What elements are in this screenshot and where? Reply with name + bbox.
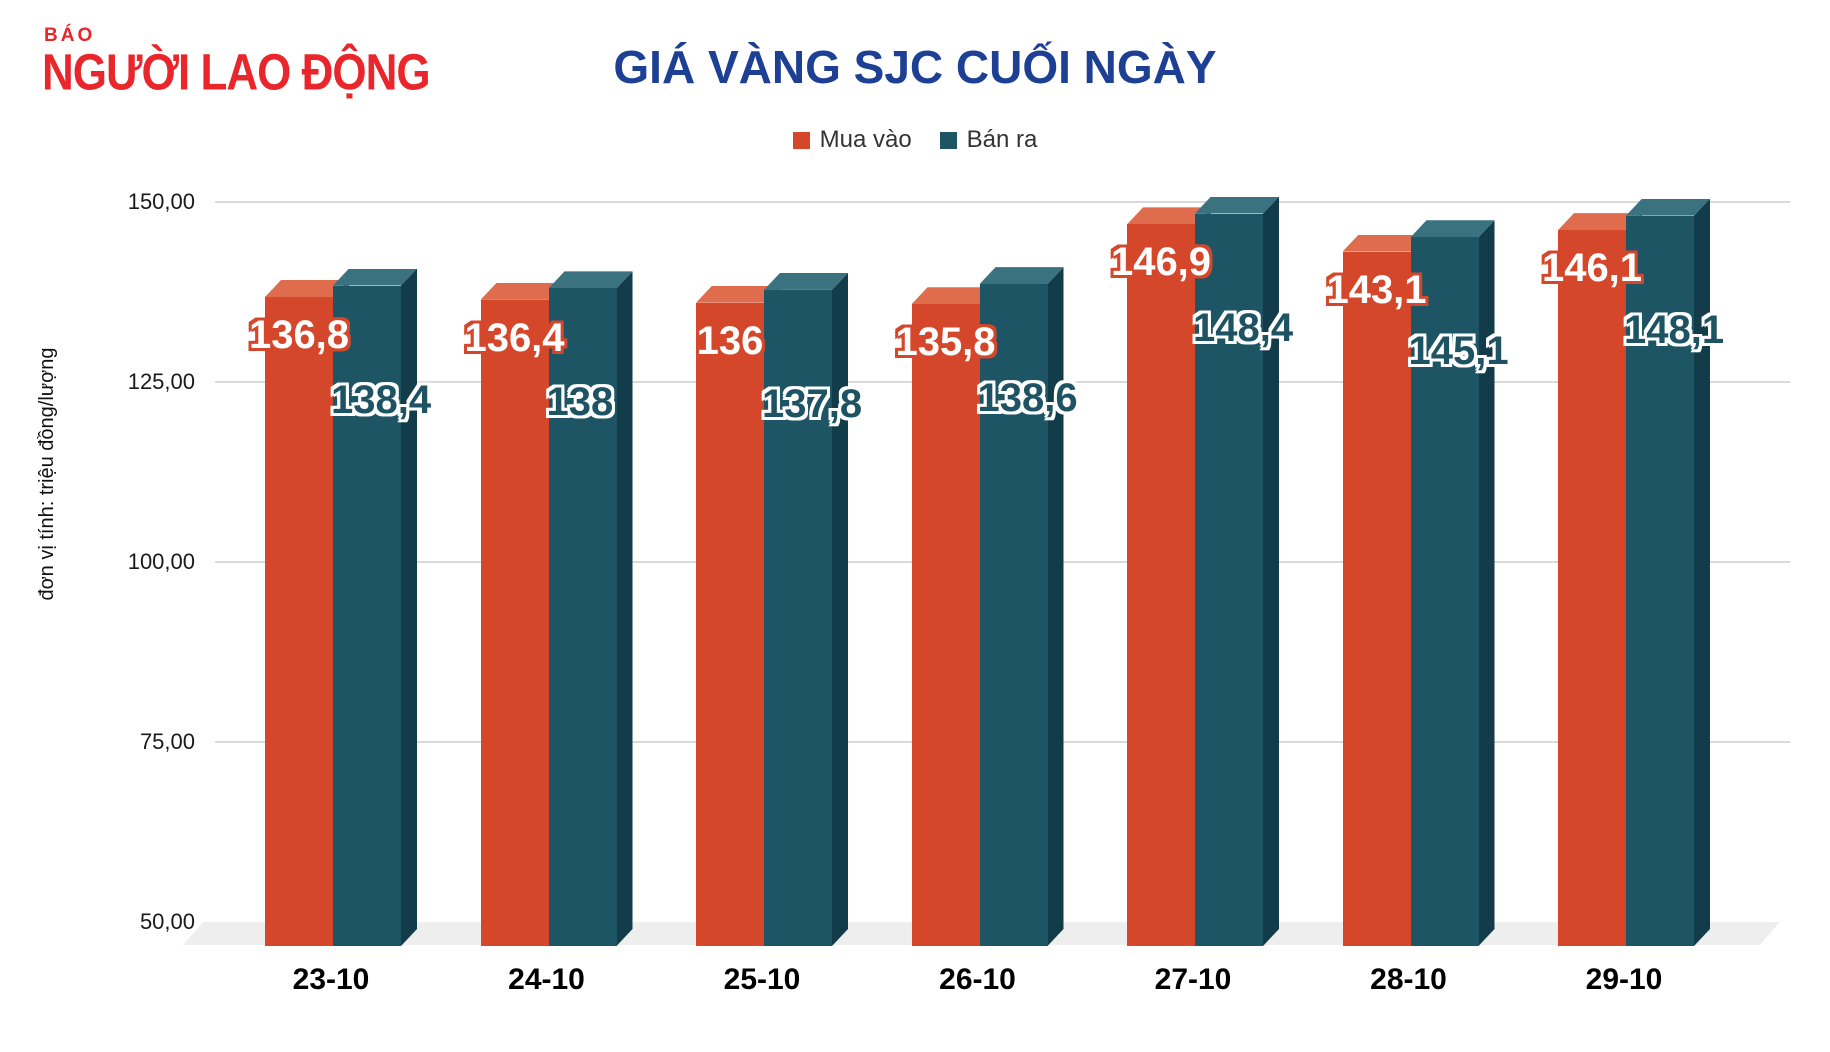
buy-bar-top <box>696 285 780 303</box>
sell-value-label: 138,4 <box>331 377 432 422</box>
sell-bar-top <box>1410 220 1495 238</box>
buy-value-label: 136 <box>696 318 764 363</box>
y-tick-label: 75,00 <box>139 729 195 754</box>
sell-bar-side <box>1263 197 1279 946</box>
sell-value-label: 148,1 <box>1624 307 1725 352</box>
sell-value-label: 138,6 <box>977 376 1078 421</box>
buy-value-label: 143,1 <box>1326 267 1427 312</box>
x-tick-label: 28-10 <box>1370 963 1447 996</box>
legend-label: Mua vào <box>819 126 912 153</box>
sell-bar-top <box>1626 198 1710 216</box>
x-tick-label: 29-10 <box>1585 963 1663 996</box>
logo: BÁO NGƯỜI LAO ĐỘNG <box>42 25 431 98</box>
buy-bar-front <box>480 299 549 946</box>
logo-name: NGƯỜI LAO ĐỘNG <box>42 44 431 101</box>
x-tick-label: 23-10 <box>292 963 370 996</box>
legend-item: Mua vào <box>792 126 912 154</box>
buy-bar-front <box>696 302 764 946</box>
buy-bar-front <box>265 297 333 946</box>
sell-bar-front <box>764 289 832 946</box>
y-tick-label: 100,00 <box>127 549 195 574</box>
sell-bar-front <box>1410 237 1479 946</box>
buy-bar-top <box>480 282 565 300</box>
sell-bar-side <box>832 273 848 946</box>
sell-value-label: 148,4 <box>1193 305 1294 350</box>
y-tick-label: 50,00 <box>139 909 195 934</box>
legend-label: Bán ra <box>966 126 1038 153</box>
sell-value-label: 137,8 <box>762 381 863 426</box>
sell-bar-side <box>617 271 633 946</box>
sell-bar-top <box>764 272 848 290</box>
sell-bar-side <box>1479 220 1495 946</box>
sell-bar-top <box>1195 196 1279 214</box>
sell-bar-top <box>333 268 417 286</box>
buy-bar-top <box>1127 207 1211 225</box>
buy-value-label: 136,4 <box>464 315 565 360</box>
buy-value-label: 135,8 <box>895 320 996 365</box>
x-tick-label: 27-10 <box>1154 963 1232 996</box>
sell-bar-top <box>979 267 1064 285</box>
legend-item: Bán ra <box>939 126 1038 154</box>
buy-bar-top <box>1342 234 1427 252</box>
sell-bar-top <box>548 271 633 289</box>
buy-bar-front <box>1558 230 1626 946</box>
sell-value-label: 138 <box>546 380 614 425</box>
y-tick-label: 150,00 <box>127 189 195 214</box>
x-tick-label: 25-10 <box>723 963 801 996</box>
chart-title: GIÁ VÀNG SJC CUỐI NGÀY <box>613 41 1217 93</box>
sell-bar-side <box>1694 199 1710 946</box>
sell-bar-front <box>333 285 401 946</box>
sell-bar-side <box>1048 267 1064 946</box>
logo-tagline: BÁO <box>44 25 96 46</box>
x-tick-label: 24-10 <box>508 963 585 996</box>
buy-bar-top <box>265 280 349 298</box>
buy-bar-front <box>1342 251 1411 946</box>
legend: Mua vào Bán ra <box>0 126 1830 154</box>
buy-value-label: 136,8 <box>248 313 350 358</box>
buy-bar-front <box>911 304 980 946</box>
x-tick-label: 26-10 <box>939 963 1016 996</box>
buy-value-label: 146,9 <box>1110 240 1212 285</box>
legend-swatch-icon <box>939 131 957 149</box>
sell-bar-front <box>1626 215 1694 946</box>
buy-bar-front <box>1127 224 1195 946</box>
legend-swatch-icon <box>792 131 810 149</box>
sell-bar-side <box>401 269 417 946</box>
sell-bar-front <box>548 288 617 946</box>
gridline <box>215 201 1790 203</box>
buy-bar-top <box>911 287 996 305</box>
buy-bar-top <box>1558 213 1642 231</box>
sell-bar-front <box>979 284 1048 946</box>
y-tick-label: 125,00 <box>127 369 195 394</box>
sell-bar-front <box>1195 213 1263 946</box>
sell-value-label: 145,1 <box>1408 329 1509 374</box>
buy-value-label: 146,1 <box>1541 246 1643 291</box>
